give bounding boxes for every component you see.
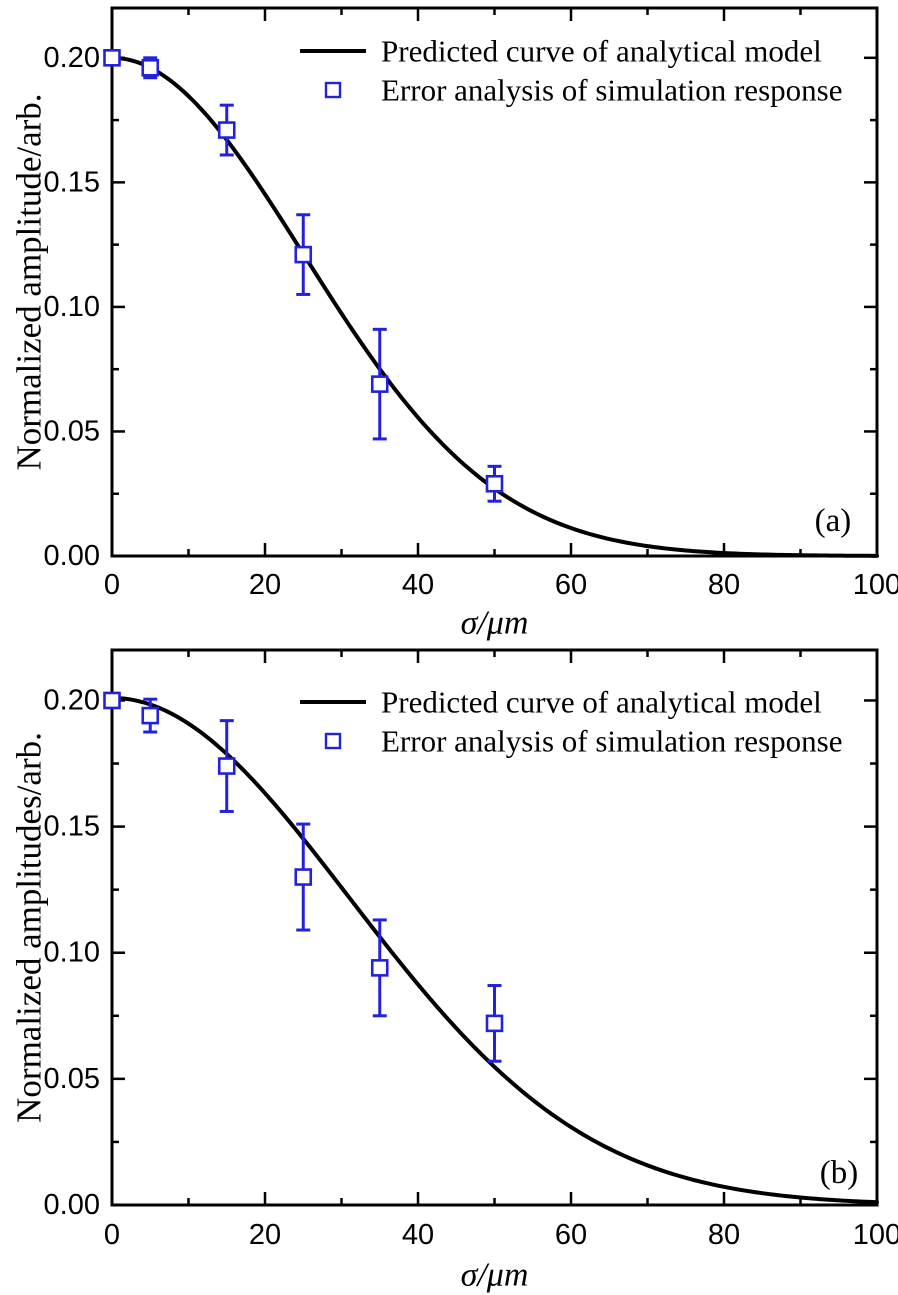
y-tick-label: 0.05	[44, 1063, 100, 1095]
data-marker	[370, 959, 389, 977]
x-axis-title: σ/μm	[461, 1257, 529, 1294]
predicted-curve	[110, 695, 879, 1205]
data-marker	[217, 121, 236, 139]
legend-label-error: Error analysis of simulation response	[381, 724, 842, 759]
panel-tag: (a)	[815, 503, 852, 539]
x-tick-label: 20	[249, 569, 281, 601]
x-tick-label: 0	[104, 1219, 120, 1251]
data-marker	[370, 375, 389, 393]
legend-label-error: Error analysis of simulation response	[381, 73, 842, 108]
data-marker	[294, 868, 313, 886]
y-tick-label: 0.10	[44, 937, 100, 969]
y-tick-label: 0.20	[44, 42, 100, 74]
data-marker	[294, 245, 313, 264]
x-tick-label: 100	[853, 569, 898, 601]
x-tick-label: 20	[249, 1219, 281, 1251]
data-marker	[485, 1014, 504, 1033]
y-axis-title: Normalized amplitudes/arb.	[10, 732, 49, 1123]
legend-label-curve: Predicted curve of analytical model	[381, 685, 822, 720]
legend-square-sample	[324, 81, 342, 99]
y-tick-label: 0.20	[44, 684, 100, 716]
data-marker	[141, 706, 160, 725]
x-tick-label: 100	[853, 1219, 898, 1251]
y-tick-label: 0.15	[44, 811, 100, 843]
data-marker	[103, 691, 121, 710]
legend-square-sample	[324, 732, 342, 750]
data-marker	[141, 58, 160, 77]
y-axis-title: Normalized amplitude/arb.	[10, 93, 49, 470]
x-tick-label: 80	[708, 1219, 740, 1251]
y-tick-label: 0.10	[44, 291, 100, 323]
x-tick-label: 40	[402, 1219, 434, 1251]
y-tick-label: 0.00	[44, 540, 100, 572]
panel-tag: (b)	[820, 1155, 858, 1191]
y-tick-label: 0.05	[44, 415, 100, 447]
x-tick-label: 0	[104, 569, 120, 601]
data-marker	[103, 49, 121, 67]
x-tick-label: 80	[708, 569, 740, 601]
data-marker	[485, 474, 504, 493]
x-tick-label: 40	[402, 569, 434, 601]
y-tick-label: 0.00	[44, 1189, 100, 1221]
legend-label-curve: Predicted curve of analytical model	[381, 34, 822, 69]
y-tick-label: 0.15	[44, 166, 100, 198]
x-axis-title: σ/μm	[461, 605, 529, 642]
data-marker	[217, 757, 236, 775]
x-tick-label: 60	[555, 569, 587, 601]
x-tick-label: 60	[555, 1219, 587, 1251]
